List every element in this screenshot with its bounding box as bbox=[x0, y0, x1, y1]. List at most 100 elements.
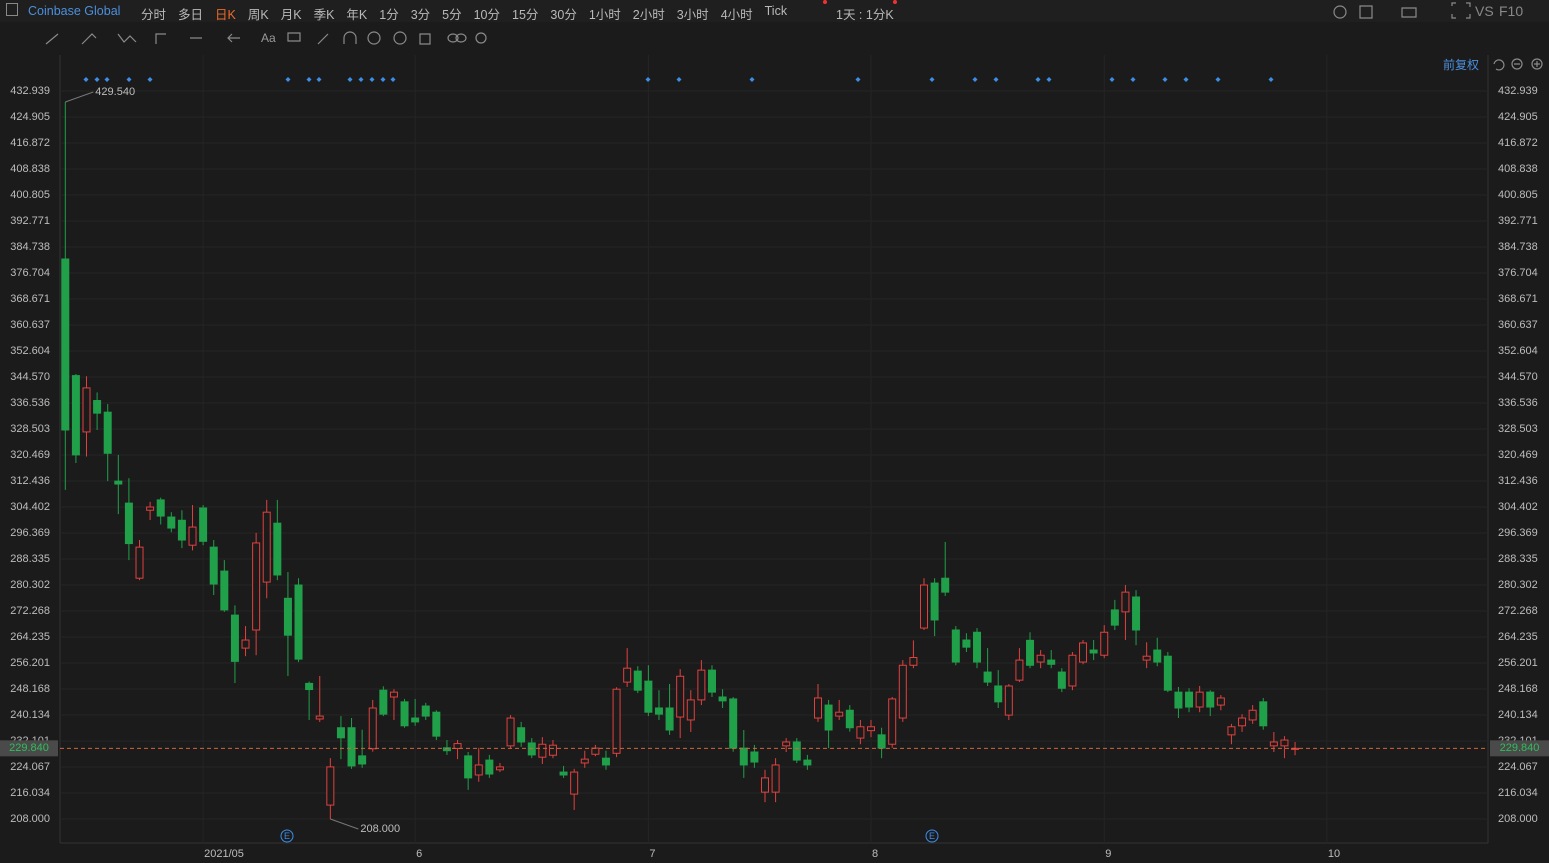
period-tab[interactable]: 4小时 bbox=[720, 8, 753, 22]
period-tab[interactable]: 15分 bbox=[512, 8, 539, 22]
badge bbox=[823, 0, 827, 4]
candle-body bbox=[1269, 741, 1278, 747]
toolbar: Coinbase Global 分时 多日 日K 周K 月K 季K 年K 1分 3分 5分 10分 1… bbox=[0, 0, 1549, 22]
y-tick-label: 272.268 bbox=[1498, 605, 1538, 617]
candle-body bbox=[421, 705, 430, 717]
y-tick-label: 384.738 bbox=[1498, 241, 1538, 253]
y-tick-label: 360.637 bbox=[1498, 319, 1538, 331]
event-dot bbox=[358, 77, 364, 82]
period-tab[interactable]: 分时 bbox=[141, 8, 167, 22]
period-tab[interactable]: 日K bbox=[215, 8, 236, 22]
period-tab[interactable]: 30分 bbox=[550, 8, 577, 22]
event-dot bbox=[390, 77, 396, 82]
candle-body bbox=[273, 522, 282, 576]
vs[interactable]: VS bbox=[1475, 3, 1494, 19]
candle-body bbox=[230, 614, 239, 662]
y-tick-label: 256.201 bbox=[1498, 657, 1538, 669]
candle-body bbox=[898, 664, 907, 719]
candle-body bbox=[199, 507, 208, 542]
price-label: 229.840 bbox=[9, 742, 49, 754]
candle-body bbox=[464, 755, 473, 779]
candle-body bbox=[241, 639, 250, 649]
period-tab[interactable]: 3小时 bbox=[676, 8, 709, 22]
y-tick-label: 400.805 bbox=[10, 189, 50, 201]
event-badge bbox=[280, 829, 294, 843]
candle-body bbox=[220, 570, 229, 611]
candle-body bbox=[167, 516, 176, 529]
y-tick-label: 416.872 bbox=[10, 137, 50, 149]
candle-body bbox=[485, 759, 494, 775]
adjust[interactable]: 前复权 bbox=[1443, 58, 1480, 72]
candle-body bbox=[1047, 659, 1056, 665]
y-tick-label: 328.503 bbox=[1498, 423, 1538, 435]
period-tab[interactable]: Tick bbox=[764, 4, 788, 18]
candle-body bbox=[474, 764, 483, 776]
y-tick-label: 240.134 bbox=[1498, 709, 1538, 721]
candle-body bbox=[527, 742, 536, 756]
y-tick-label: 368.671 bbox=[10, 293, 50, 305]
candle-body bbox=[305, 682, 314, 691]
event-dot bbox=[83, 77, 89, 82]
font-tool[interactable]: Aa bbox=[261, 31, 276, 45]
combo[interactable]: 1天 : 1分K bbox=[836, 8, 894, 22]
menu-icon[interactable] bbox=[6, 3, 18, 16]
event-dot bbox=[316, 77, 322, 82]
candle-body bbox=[358, 755, 367, 765]
y-tick-label: 232.101 bbox=[1498, 735, 1538, 747]
candle-body bbox=[548, 744, 557, 756]
y-tick-label: 368.671 bbox=[1498, 293, 1538, 305]
period-tab[interactable]: 1分 bbox=[379, 8, 399, 22]
event-dot bbox=[126, 77, 132, 82]
event-dot bbox=[676, 77, 682, 82]
symbol[interactable]: Coinbase Global bbox=[28, 4, 121, 18]
y-tick-label: 304.402 bbox=[10, 501, 50, 513]
period-tab[interactable]: 季K bbox=[313, 8, 335, 22]
y-tick-label: 216.034 bbox=[1498, 787, 1538, 799]
y-tick-label: 256.201 bbox=[10, 657, 50, 669]
event-dot bbox=[1046, 77, 1052, 82]
candle-body bbox=[400, 701, 409, 727]
period-tab[interactable]: 5分 bbox=[442, 8, 462, 22]
period-tab[interactable]: 年K bbox=[346, 8, 368, 22]
period-tab[interactable]: 周K bbox=[247, 8, 269, 22]
candle-body bbox=[1153, 649, 1162, 663]
candle-body bbox=[432, 711, 441, 737]
period-tab[interactable]: 月K bbox=[280, 8, 302, 22]
period-tab[interactable]: 3分 bbox=[410, 8, 431, 22]
y-tick-label: 208.000 bbox=[10, 813, 50, 825]
candle-body bbox=[994, 685, 1003, 703]
candle-body bbox=[82, 387, 91, 433]
y-tick-label: 352.604 bbox=[10, 345, 50, 357]
x-tick-label: 6 bbox=[416, 848, 422, 860]
candle-body bbox=[517, 727, 526, 743]
x-tick-label: 7 bbox=[649, 848, 655, 860]
event-badge bbox=[925, 829, 939, 843]
candle-body bbox=[156, 499, 165, 517]
y-tick-label: 344.570 bbox=[10, 371, 50, 383]
period-tab[interactable]: 1小时 bbox=[588, 8, 621, 22]
annotation-leader bbox=[65, 91, 94, 103]
candle-body bbox=[644, 680, 653, 713]
annotation: 429.540 bbox=[95, 86, 135, 98]
candle-body bbox=[633, 670, 642, 691]
candle-body bbox=[283, 597, 292, 636]
event-dot bbox=[1109, 77, 1115, 82]
y-tick-label: 208.000 bbox=[1498, 813, 1538, 825]
price-tag bbox=[1490, 740, 1549, 757]
period-tab[interactable]: 10分 bbox=[473, 8, 501, 22]
period-tab[interactable]: 多日 bbox=[178, 8, 204, 22]
candle-body bbox=[782, 741, 791, 747]
period-tab[interactable]: 2小时 bbox=[632, 8, 665, 22]
candle-body bbox=[294, 584, 303, 660]
y-tick-label: 408.838 bbox=[10, 163, 50, 175]
candle-body bbox=[962, 639, 971, 648]
y-tick-label: 360.637 bbox=[10, 319, 50, 331]
candle-body bbox=[389, 691, 398, 698]
y-tick-label: 392.771 bbox=[1498, 215, 1538, 227]
candle-body bbox=[1100, 631, 1109, 656]
f10[interactable]: F10 bbox=[1499, 3, 1524, 19]
event-dot bbox=[993, 77, 999, 82]
event-dot bbox=[1215, 77, 1221, 82]
event-dot bbox=[1268, 77, 1274, 82]
candle-body bbox=[792, 741, 801, 761]
